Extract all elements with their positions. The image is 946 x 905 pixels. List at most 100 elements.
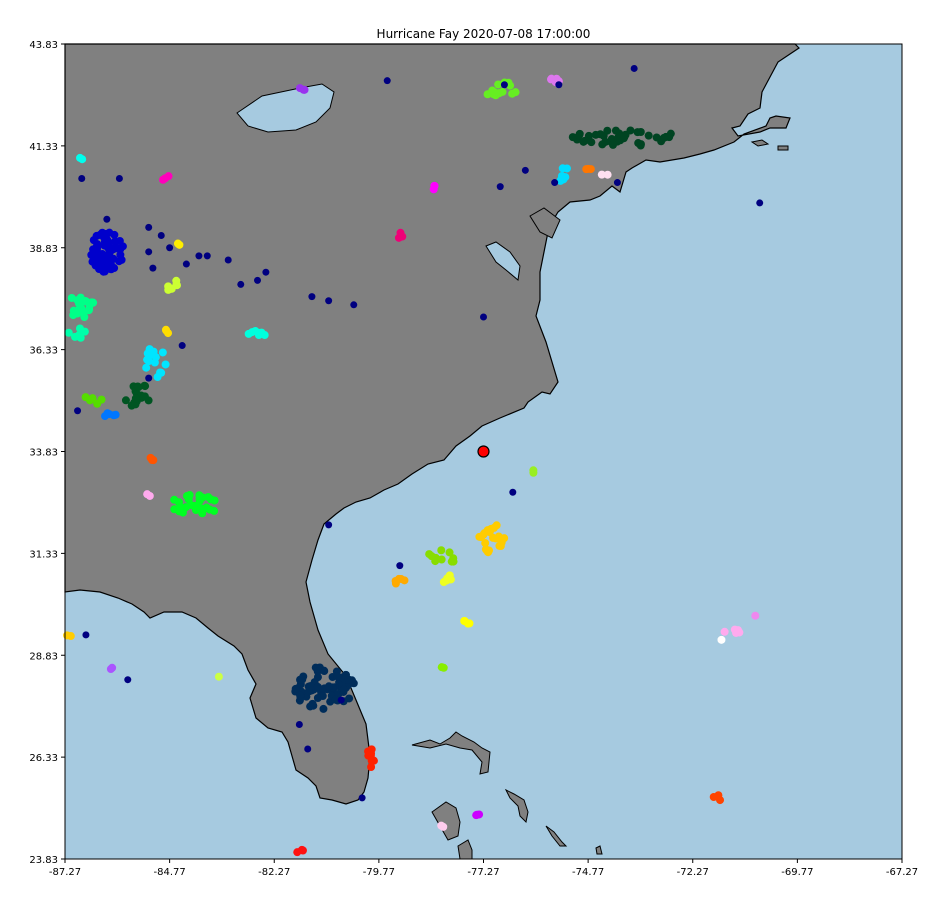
cluster-point [620,133,629,142]
cluster-point [142,363,151,372]
cluster-38 [291,663,358,713]
cluster-point [76,153,85,162]
cluster-9 [429,181,439,194]
cluster-point [611,126,620,135]
station-point [325,521,333,529]
cluster-point [76,293,85,302]
cluster-point [143,490,152,499]
cluster-point [598,140,607,149]
cluster-point [69,306,78,315]
cluster-6 [597,170,612,179]
station-point [358,794,366,802]
cluster-point [506,81,515,90]
x-tick-label: -79.77 [363,867,395,878]
cluster-point [134,383,143,392]
cluster-point [82,297,91,306]
cluster-22 [146,453,158,465]
cluster-10 [394,228,407,242]
cluster-14 [67,293,98,322]
cluster-point [339,685,348,694]
y-axis: 23.83 26.33 28.83 31.33 33.83 36.33 38.83 41.33… [29,40,65,866]
cluster-21 [101,409,120,421]
station-point [237,280,245,288]
cluster-point [511,88,520,97]
cluster-point [293,848,302,857]
cluster-point [140,392,149,401]
cluster-point [172,280,181,289]
station-point [74,407,82,415]
station-point [325,297,333,305]
cluster-point [118,242,127,251]
cluster-35 [106,663,117,674]
cluster-point [291,684,300,693]
cluster-point [88,395,97,404]
cluster-point [709,793,718,802]
cluster-7 [76,153,87,164]
cluster-point [472,810,481,819]
x-tick-label: -82.27 [258,867,290,878]
cluster-point [109,245,118,254]
cluster-23 [143,490,154,500]
cluster-point [751,611,760,620]
y-tick-label: 23.83 [29,855,58,866]
cluster-point [652,133,661,142]
station-point [500,81,508,89]
cluster-point [437,821,446,830]
cluster-point [64,328,73,337]
cluster-point [313,673,322,682]
cluster-27 [425,546,458,566]
cluster-11 [87,228,127,276]
cluster-point [161,360,170,369]
station-point [350,301,358,309]
station-point [224,256,232,264]
station-point [337,696,345,704]
cluster-point [489,523,498,532]
cluster-point [95,230,104,239]
cluster-point [110,237,119,246]
cluster-32 [720,625,744,637]
cluster-point [626,126,635,135]
cluster-25 [529,466,538,477]
cluster-point [333,672,342,681]
land-layer [64,43,800,860]
cluster-point [101,412,110,421]
cluster-point [568,133,577,142]
chart-title: Hurricane Fay 2020-07-08 17:00:00 [376,27,591,41]
cluster-point [89,298,98,307]
cluster-point [178,508,187,517]
cluster-point [597,170,606,179]
cluster-34 [717,635,726,644]
cluster-point [191,505,200,514]
cluster-4 [556,164,571,185]
cluster-point [298,675,307,684]
cluster-point [558,164,567,173]
cluster-point [488,86,497,95]
cluster-point [320,667,329,676]
cluster-point [150,358,159,367]
cluster-point [115,257,124,266]
cluster-point [210,506,219,515]
cluster-point [97,250,106,259]
cluster-41 [472,810,484,820]
cluster-39 [364,745,378,771]
cluster-37 [437,663,448,672]
cluster-point [547,74,556,83]
station-point [480,313,487,321]
cluster-point [481,539,490,548]
cluster-point [67,293,76,302]
storm-center-marker[interactable] [477,445,490,458]
cluster-3 [568,126,675,150]
cluster-point [442,576,451,585]
cluster-point [111,410,120,419]
island-6 [750,139,770,147]
x-tick-label: -84.77 [154,867,186,878]
cluster-point [341,671,350,680]
station-point [145,223,153,231]
y-tick-label: 41.33 [29,142,58,153]
storm-layer [477,445,490,458]
y-tick-label: 33.83 [29,448,58,459]
station-point [124,676,132,684]
cluster-point [313,682,322,691]
y-tick-label: 43.83 [29,40,58,51]
